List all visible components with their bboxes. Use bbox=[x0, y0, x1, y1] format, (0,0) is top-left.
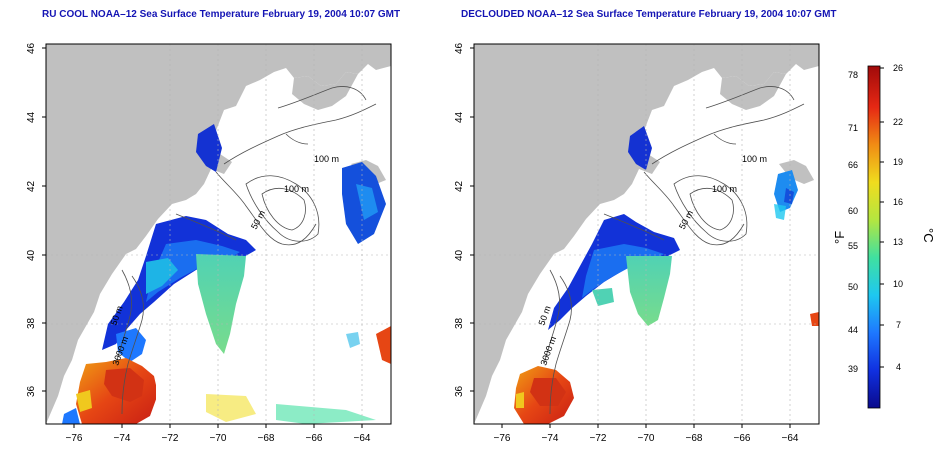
c-tick-19: 19 bbox=[893, 157, 903, 167]
left-map-panel: 100 m 100 m 50 m 50 m 3000 m bbox=[45, 43, 392, 425]
colorbar-fahrenheit-ticks: 78 71 66 60 55 50 44 39 bbox=[848, 70, 858, 374]
f-tick-66: 66 bbox=[848, 160, 858, 170]
left-grid bbox=[46, 44, 391, 424]
c-tick-13: 13 bbox=[893, 237, 903, 247]
left-bathymetry-contours bbox=[115, 86, 377, 415]
left-y-tick-40: 40 bbox=[26, 249, 37, 261]
c-tick-7: 7 bbox=[896, 320, 901, 330]
left-y-axis: 36 38 40 42 44 46 bbox=[26, 42, 46, 397]
f-tick-78: 78 bbox=[848, 70, 858, 80]
c-tick-4: 4 bbox=[896, 362, 901, 372]
right-x-axis: −76 −74 −72 −70 −68 −66 −64 bbox=[494, 424, 799, 444]
f-tick-39: 39 bbox=[848, 364, 858, 374]
c-tick-26: 26 bbox=[893, 63, 903, 73]
left-x-tick-66: −66 bbox=[306, 433, 323, 444]
right-y-tick-36: 36 bbox=[454, 385, 465, 397]
contour-label-100m-b: 100 m bbox=[284, 184, 309, 194]
left-y-tick-38: 38 bbox=[26, 317, 37, 329]
left-x-tick-76: −76 bbox=[66, 433, 83, 444]
f-tick-44: 44 bbox=[848, 325, 858, 335]
right-bathymetry-contours bbox=[543, 86, 805, 415]
left-x-tick-68: −68 bbox=[258, 433, 275, 444]
right-y-tick-44: 44 bbox=[454, 111, 465, 123]
right-x-tick-68: −68 bbox=[686, 433, 703, 444]
right-y-tick-38: 38 bbox=[454, 317, 465, 329]
left-x-tick-72: −72 bbox=[162, 433, 179, 444]
right-grid bbox=[474, 44, 819, 424]
left-x-tick-70: −70 bbox=[210, 433, 227, 444]
right-x-tick-66: −66 bbox=[734, 433, 751, 444]
left-y-tick-46: 46 bbox=[26, 42, 37, 54]
left-x-axis: −76 −74 −72 −70 −68 −66 −64 bbox=[66, 424, 371, 444]
left-x-tick-64: −64 bbox=[354, 433, 371, 444]
contour-label-100m-a: 100 m bbox=[314, 154, 339, 164]
colorbar-gradient bbox=[867, 65, 881, 409]
f-tick-55: 55 bbox=[848, 241, 858, 251]
right-x-tick-72: −72 bbox=[590, 433, 607, 444]
right-y-tick-42: 42 bbox=[454, 180, 465, 192]
contour-label-100m-a: 100 m bbox=[742, 154, 767, 164]
right-x-tick-76: −76 bbox=[494, 433, 511, 444]
f-tick-71: 71 bbox=[848, 123, 858, 133]
left-y-tick-36: 36 bbox=[26, 385, 37, 397]
colorbar-celsius-ticks: 26 22 19 16 13 10 7 4 bbox=[880, 63, 903, 372]
left-sst-swath bbox=[62, 124, 391, 424]
c-tick-16: 16 bbox=[893, 197, 903, 207]
contour-label-100m-b: 100 m bbox=[712, 184, 737, 194]
c-tick-22: 22 bbox=[893, 117, 903, 127]
f-tick-60: 60 bbox=[848, 206, 858, 216]
left-map-title: RU COOL NOAA–12 Sea Surface Temperature … bbox=[42, 9, 401, 20]
right-x-tick-70: −70 bbox=[638, 433, 655, 444]
right-y-tick-40: 40 bbox=[454, 249, 465, 261]
fahrenheit-unit-label: °F bbox=[832, 231, 847, 244]
right-map-title: DECLOUDED NOAA–12 Sea Surface Temperatur… bbox=[461, 9, 837, 20]
f-tick-50: 50 bbox=[848, 282, 858, 292]
c-tick-10: 10 bbox=[893, 279, 903, 289]
right-x-tick-74: −74 bbox=[542, 433, 559, 444]
celsius-unit-label: °C bbox=[921, 228, 936, 243]
right-y-axis: 36 38 40 42 44 46 bbox=[454, 42, 474, 397]
temperature-colorbar: 78 71 66 60 55 50 44 39 26 22 19 16 13 1… bbox=[832, 63, 936, 409]
left-x-tick-74: −74 bbox=[114, 433, 131, 444]
left-y-tick-44: 44 bbox=[26, 111, 37, 123]
right-map-panel: 100 m 100 m 50 m 50 m 3000 m bbox=[473, 43, 820, 425]
right-y-tick-46: 46 bbox=[454, 42, 465, 54]
right-x-tick-64: −64 bbox=[782, 433, 799, 444]
left-y-tick-42: 42 bbox=[26, 180, 37, 192]
